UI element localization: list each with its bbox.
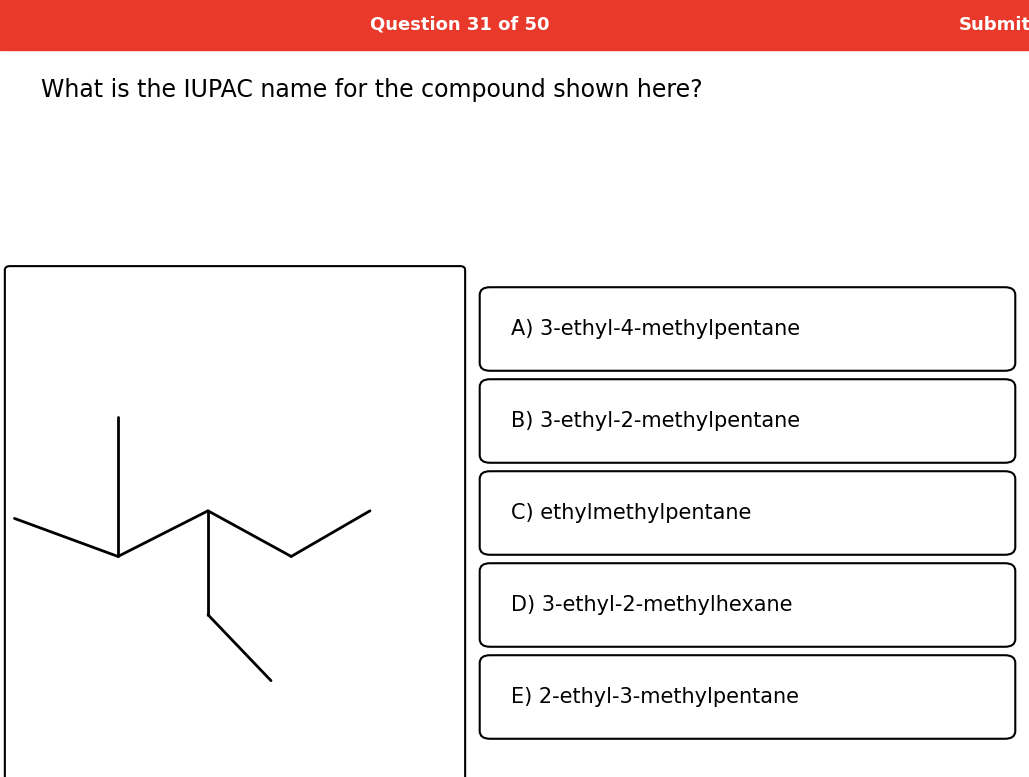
Bar (0, 0, 1029, 50)
FancyBboxPatch shape (5, 266, 465, 777)
Text: B) 3-ethyl-2-methylpentane: B) 3-ethyl-2-methylpentane (510, 411, 800, 431)
Text: Question 31 of 50: Question 31 of 50 (370, 16, 549, 34)
FancyBboxPatch shape (480, 655, 1016, 739)
Text: D) 3-ethyl-2-methylhexane: D) 3-ethyl-2-methylhexane (510, 595, 792, 615)
Text: E) 2-ethyl-3-methylpentane: E) 2-ethyl-3-methylpentane (510, 687, 799, 707)
FancyBboxPatch shape (480, 287, 1016, 371)
Text: C) ethylmethylpentane: C) ethylmethylpentane (510, 503, 751, 523)
FancyBboxPatch shape (480, 471, 1016, 555)
FancyBboxPatch shape (480, 379, 1016, 463)
Text: Submit: Submit (959, 16, 1029, 34)
Text: What is the IUPAC name for the compound shown here?: What is the IUPAC name for the compound … (41, 78, 703, 102)
Text: A) 3-ethyl-4-methylpentane: A) 3-ethyl-4-methylpentane (510, 319, 800, 339)
FancyBboxPatch shape (480, 563, 1016, 646)
